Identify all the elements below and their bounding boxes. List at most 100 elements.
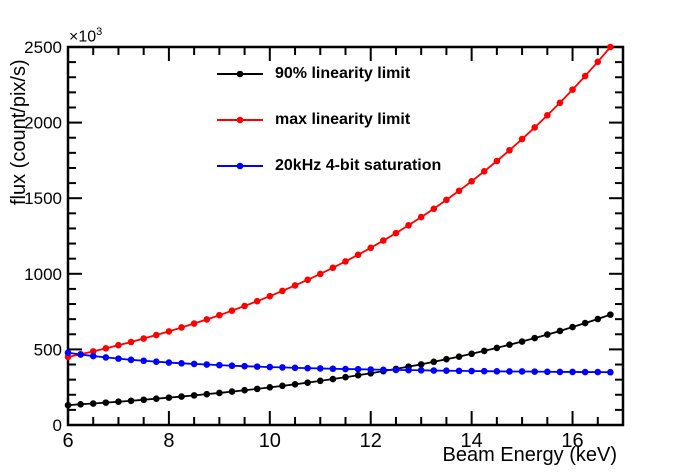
- legend: 90% linearity limit max linearity limit …: [217, 51, 441, 189]
- data-point-marker: [190, 320, 198, 327]
- data-point-marker: [241, 362, 248, 370]
- data-point-marker: [140, 335, 147, 342]
- data-point-marker: [165, 328, 173, 335]
- legend-entry: 20kHz 4-bit saturation: [217, 143, 441, 189]
- y-axis: 0 500 1000 1500 2000 2500: [24, 38, 623, 435]
- data-point-marker: [417, 361, 425, 368]
- data-point-marker: [556, 99, 564, 107]
- series-2: [64, 349, 614, 376]
- data-point-marker: [266, 292, 274, 300]
- data-point-marker: [594, 368, 602, 376]
- data-point-marker: [228, 388, 236, 395]
- data-point-marker: [165, 394, 173, 401]
- data-point-marker: [518, 338, 526, 345]
- data-point-marker: [544, 331, 551, 338]
- legend-line-marker-icon: [217, 70, 263, 78]
- data-point-marker: [455, 367, 463, 375]
- data-point-marker: [203, 361, 211, 368]
- data-point-marker: [417, 366, 425, 374]
- data-point-marker: [127, 356, 135, 364]
- series-line: [67, 313, 611, 407]
- series-1: [64, 43, 614, 361]
- y-axis-multiplier-base: ×10: [69, 28, 97, 46]
- data-point-marker: [216, 311, 223, 319]
- data-point-marker: [455, 353, 463, 360]
- data-point-marker: [468, 177, 475, 185]
- data-point-marker: [443, 196, 450, 204]
- data-point-marker: [216, 361, 223, 369]
- data-point-marker: [569, 323, 576, 331]
- series-line: [67, 351, 611, 374]
- data-point-marker: [127, 397, 135, 405]
- data-point-marker: [152, 331, 160, 339]
- x-tick-label: 10: [259, 430, 281, 452]
- data-point-marker: [380, 237, 387, 244]
- data-point-marker: [115, 341, 122, 349]
- data-point-marker: [342, 258, 349, 265]
- data-point-marker: [241, 302, 248, 310]
- legend-line-marker-icon: [217, 116, 263, 124]
- data-point-marker: [64, 401, 72, 409]
- data-point-marker: [329, 375, 337, 383]
- x-tick-label: 14: [461, 430, 483, 452]
- data-point-marker: [89, 348, 97, 355]
- data-point-marker: [468, 367, 475, 375]
- data-point-marker: [556, 368, 564, 376]
- y-axis-multiplier: ×103: [69, 26, 102, 46]
- data-point-marker: [203, 316, 211, 323]
- data-point-marker: [518, 368, 526, 375]
- legend-marker-icon: [217, 115, 263, 125]
- data-point-marker: [480, 347, 488, 355]
- data-point-marker: [266, 363, 274, 371]
- data-point-marker: [569, 368, 576, 376]
- data-point-marker: [203, 390, 211, 398]
- data-point-marker: [569, 86, 576, 93]
- data-point-marker: [342, 365, 349, 373]
- data-point-marker: [304, 379, 311, 386]
- legend-marker-icon: [217, 69, 263, 79]
- data-point-marker: [241, 386, 248, 394]
- data-point-marker: [140, 396, 147, 404]
- data-point-marker: [354, 365, 362, 373]
- legend-marker-icon: [217, 161, 263, 171]
- y-tick-label: 1500: [24, 189, 62, 208]
- data-point-marker: [443, 355, 450, 363]
- data-point-marker: [506, 341, 513, 349]
- y-axis-multiplier-exponent: 3: [96, 26, 103, 38]
- data-point-marker: [367, 244, 375, 252]
- data-point-marker: [531, 368, 539, 375]
- data-point-marker: [531, 124, 539, 131]
- data-point-marker: [480, 167, 488, 175]
- data-point-marker: [443, 367, 450, 375]
- data-point-marker: [178, 393, 185, 400]
- y-tick-label: 2000: [24, 114, 62, 133]
- data-point-marker: [228, 307, 236, 314]
- legend-entry-label: 90% linearity limit: [275, 65, 411, 82]
- data-point-marker: [607, 43, 614, 51]
- data-point-marker: [417, 213, 425, 221]
- data-point-marker: [279, 364, 286, 371]
- y-tick-label: 0: [53, 416, 62, 435]
- data-point-marker: [266, 384, 274, 391]
- y-axis-title: flux (count/pix/s): [8, 59, 30, 205]
- data-point-marker: [506, 368, 513, 375]
- data-point-marker: [607, 368, 614, 376]
- data-point-marker: [329, 365, 337, 373]
- data-point-marker: [544, 368, 551, 376]
- data-point-marker: [392, 229, 400, 237]
- data-point-marker: [115, 355, 122, 362]
- data-point-marker: [367, 366, 375, 373]
- data-point-marker: [291, 364, 299, 372]
- data-point-marker: [544, 112, 551, 119]
- data-point-marker: [594, 58, 602, 66]
- legend-entry: max linearity limit: [217, 97, 441, 143]
- legend-line-marker-icon: [217, 162, 263, 170]
- data-point-marker: [468, 350, 475, 358]
- data-point-marker: [64, 349, 72, 357]
- data-point-marker: [102, 354, 110, 361]
- data-point-marker: [253, 385, 261, 393]
- data-point-marker: [316, 365, 324, 372]
- data-point-marker: [342, 373, 349, 381]
- data-point-marker: [127, 338, 135, 346]
